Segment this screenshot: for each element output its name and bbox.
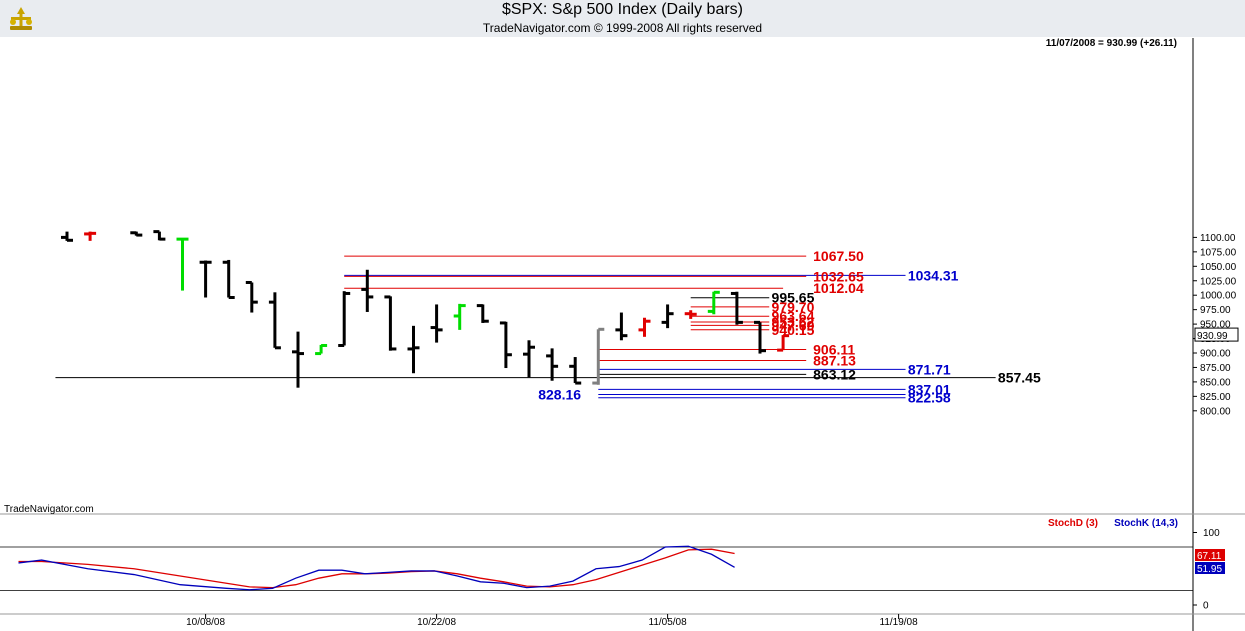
stoch-series-line xyxy=(18,548,735,589)
date-tick-label: 10/08/08 xyxy=(186,617,225,628)
ohlc-bar xyxy=(292,331,304,388)
ohlc-bar xyxy=(569,357,582,385)
ohlc-bar xyxy=(730,291,743,325)
stoch-d-value: 67.11 xyxy=(1197,551,1222,562)
ohlc-bar xyxy=(499,321,512,369)
copyright-text: TradeNavigator.com © 1999-2008 All right… xyxy=(482,21,763,35)
last-price-box xyxy=(1194,327,1239,342)
stoch-legend-d: StochD (3) xyxy=(1048,518,1098,529)
trade-navigator-logo-icon xyxy=(6,4,36,34)
reference-label: 1034.31 xyxy=(908,267,959,283)
ohlc-bar xyxy=(222,259,235,300)
ohlc-bar xyxy=(199,260,212,298)
reference-label: 828.16 xyxy=(538,387,581,403)
ohlc-bar xyxy=(661,304,674,329)
watermark-text: TradeNavigator.com xyxy=(4,504,94,515)
last-price-label: 930.99 xyxy=(1197,331,1228,342)
reference-label: 1032.65 xyxy=(813,268,864,284)
ohlc-bar xyxy=(777,334,790,352)
last-quote: 11/07/2008 = 930.99 (+26.11) xyxy=(1046,38,1177,49)
ohlc-bar xyxy=(523,340,535,378)
reference-label: 822.58 xyxy=(908,390,951,406)
ohlc-bar xyxy=(546,348,559,381)
chart-header: $SPX: S&p 500 Index (Daily bars) TradeNa… xyxy=(0,0,1245,37)
stochastic-panel: 0 100 StochD (3) StochK (14,3) 67.11 51.95 xyxy=(0,518,1225,612)
ohlc-bar xyxy=(268,292,281,350)
ohlc-bar xyxy=(754,320,766,354)
stoch-tick-label: 100 xyxy=(1203,528,1220,539)
price-tick-label: 950.00 xyxy=(1200,320,1231,331)
ohlc-bar xyxy=(61,231,73,242)
reference-label: 995.65 xyxy=(772,290,815,306)
date-tick-label: 10/22/08 xyxy=(417,617,456,628)
chart-title: $SPX: S&p 500 Index (Daily bars) xyxy=(501,1,743,18)
date-tick-label: 11/05/08 xyxy=(649,617,688,628)
price-tick-label: 900.00 xyxy=(1200,349,1231,360)
price-tick-label: 1100.00 xyxy=(1200,233,1236,244)
ohlc-bar xyxy=(130,231,143,237)
ohlc-bar xyxy=(384,295,397,351)
reference-label: 857.45 xyxy=(998,370,1041,386)
ohlc-bar xyxy=(592,327,605,385)
ohlc-bar xyxy=(615,312,628,341)
date-tick-label: 11/19/08 xyxy=(880,617,919,628)
price-tick-label: 975.00 xyxy=(1200,305,1231,316)
ohlc-bar xyxy=(684,310,697,319)
price-tick-label: 800.00 xyxy=(1200,406,1231,417)
ohlc-bar xyxy=(176,237,189,291)
ohlc-bar xyxy=(245,280,258,313)
reference-label: 963.64 xyxy=(772,308,815,324)
reference-label: 871.71 xyxy=(908,361,951,377)
ohlc-bar xyxy=(476,304,489,323)
reference-label: 1012.04 xyxy=(813,280,864,296)
price-tick-label: 1050.00 xyxy=(1200,262,1237,273)
ohlc-bar xyxy=(453,303,466,330)
reference-lines: 1067.50 1034.31 1032.651012.04995.65979.70… xyxy=(55,248,1041,406)
price-tick-label: 875.00 xyxy=(1200,363,1231,374)
reference-label: 837.01 xyxy=(908,381,951,397)
price-tick-label: 1075.00 xyxy=(1200,247,1237,258)
price-tick-label: 825.00 xyxy=(1200,392,1231,403)
stoch-k-value: 51.95 xyxy=(1197,564,1222,575)
ohlc-bar xyxy=(315,343,328,356)
price-axis: 800.00825.00850.00875.00900.00925.00950.… xyxy=(1193,233,1239,417)
price-tick-label: 1000.00 xyxy=(1200,291,1237,302)
reference-label: 906.11 xyxy=(813,341,855,357)
date-axis: 10/08/08 10/22/08 11/05/08 11/19/08 xyxy=(186,614,918,628)
reference-label: 887.13 xyxy=(813,352,856,368)
price-bars xyxy=(61,230,790,388)
ohlc-bar xyxy=(153,230,166,241)
reference-label: 979.70 xyxy=(772,299,815,315)
ohlc-bar xyxy=(638,317,651,337)
price-tick-label: 1025.00 xyxy=(1200,276,1237,287)
ohlc-bar xyxy=(84,231,97,241)
ohlc-bar xyxy=(707,290,720,315)
ohlc-bar xyxy=(430,304,443,343)
reference-label: 940.15 xyxy=(772,322,815,338)
reference-label: 1067.50 xyxy=(813,248,864,264)
reference-label: 947.69 xyxy=(772,317,815,333)
reference-label: 953.62 xyxy=(772,314,815,330)
stoch-tick-label: 0 xyxy=(1203,601,1209,612)
stoch-series-line xyxy=(18,545,735,591)
stoch-k-value-box xyxy=(1195,562,1225,574)
reference-label: 863.12 xyxy=(813,366,856,382)
stoch-d-value-box xyxy=(1195,549,1225,561)
price-tick-label: 850.00 xyxy=(1200,377,1231,388)
ohlc-bar xyxy=(361,269,374,312)
ohlc-bar xyxy=(407,325,420,374)
ohlc-bar xyxy=(338,291,351,347)
stoch-legend-k: StochK (14,3) xyxy=(1114,518,1178,529)
